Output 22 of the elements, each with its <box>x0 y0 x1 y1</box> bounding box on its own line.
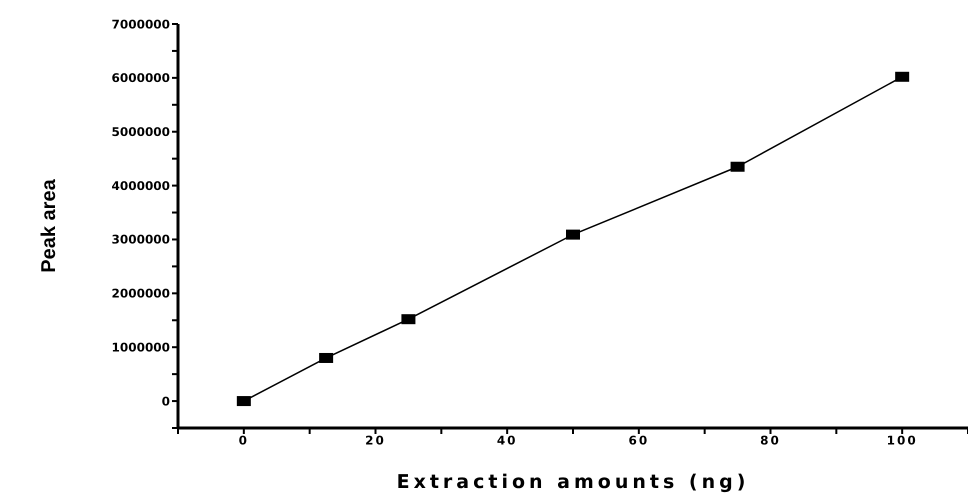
point <box>566 230 580 240</box>
y-tick-label: 3000000 <box>112 232 170 247</box>
y-axis-title: Peak area <box>38 178 60 273</box>
point <box>236 396 251 406</box>
y-tick-label: 7000000 <box>112 17 170 32</box>
x-tick-label: 0 <box>238 434 250 448</box>
point <box>895 72 910 82</box>
x-tick-label: 100 <box>886 434 918 448</box>
point <box>730 162 745 172</box>
x-tick-label: 80 <box>760 434 781 448</box>
y-tick-label: 0 <box>162 394 170 408</box>
y-tick-label: 2000000 <box>112 286 170 301</box>
x-axis-title: Extraction amounts (ng) <box>396 471 750 493</box>
y-tick-label: 5000000 <box>112 124 170 139</box>
x-tick-label: 20 <box>365 434 386 448</box>
x-tick-label: 40 <box>496 434 518 448</box>
x-tick-label: 60 <box>628 434 650 448</box>
point <box>319 352 334 363</box>
y-tick-label: 1000000 <box>112 340 170 354</box>
y-tick-label: 4000000 <box>112 178 170 193</box>
y-tick-label: 6000000 <box>112 71 170 86</box>
point <box>401 314 416 324</box>
